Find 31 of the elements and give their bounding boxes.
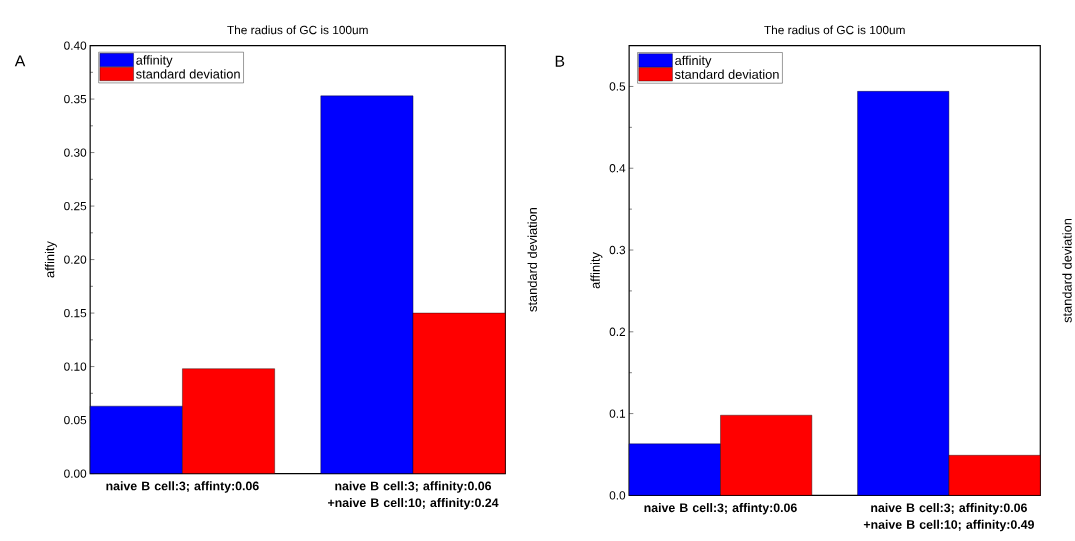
chart-title: The radius of GC is 100um: [227, 25, 368, 35]
y-tick-label: 0.20: [64, 255, 87, 264]
y-tick-label: 0.5: [609, 82, 626, 91]
legend-label: affinity: [136, 55, 173, 68]
x-tick-label: naive B cell:3; affinty:0.06: [644, 503, 797, 515]
y-axis-title: affinity: [44, 241, 57, 278]
y-tick-label: 0.1: [609, 409, 626, 418]
y-tick-label: 0.35: [64, 94, 87, 104]
y-tick-label: 0.05: [64, 415, 87, 425]
y-tick-label: 0.10: [64, 362, 87, 371]
text: A: [14, 55, 26, 67]
y-tick-label: 0.30: [64, 148, 87, 157]
y-tick-label: 0.4: [609, 164, 626, 173]
y-tick-label: 0.00: [64, 469, 87, 478]
y-tick-label: 0.40: [64, 41, 87, 50]
y-axis-title: affinity: [590, 252, 603, 289]
y-tick-label: 0.3: [609, 245, 626, 255]
x-tick-label: naive B cell:3; affinity:0.06 +naive B cell:10; affinity:0.49: [863, 503, 1034, 532]
y2-axis-title: standard deviation: [527, 208, 537, 312]
y-tick-label: 0.25: [64, 201, 87, 211]
y2-axis-title: standard deviation: [1062, 218, 1072, 323]
legend-label: affinity: [675, 55, 712, 68]
legend-label: standard deviation: [136, 69, 240, 79]
legend-label: standard deviation: [674, 69, 779, 79]
x-tick-label: naive B cell:3; affinty:0.06: [106, 481, 259, 493]
y-tick-label: 0.15: [64, 308, 87, 318]
text: B: [555, 55, 565, 67]
x-tick-label: naive B cell:3; affinity:0.06 +naive B cell:10; affinity:0.24: [328, 481, 499, 510]
y-tick-label: 0.0: [609, 491, 626, 500]
chart-title: The radius of GC is 100um: [764, 25, 905, 35]
y-tick-label: 0.2: [609, 327, 626, 337]
